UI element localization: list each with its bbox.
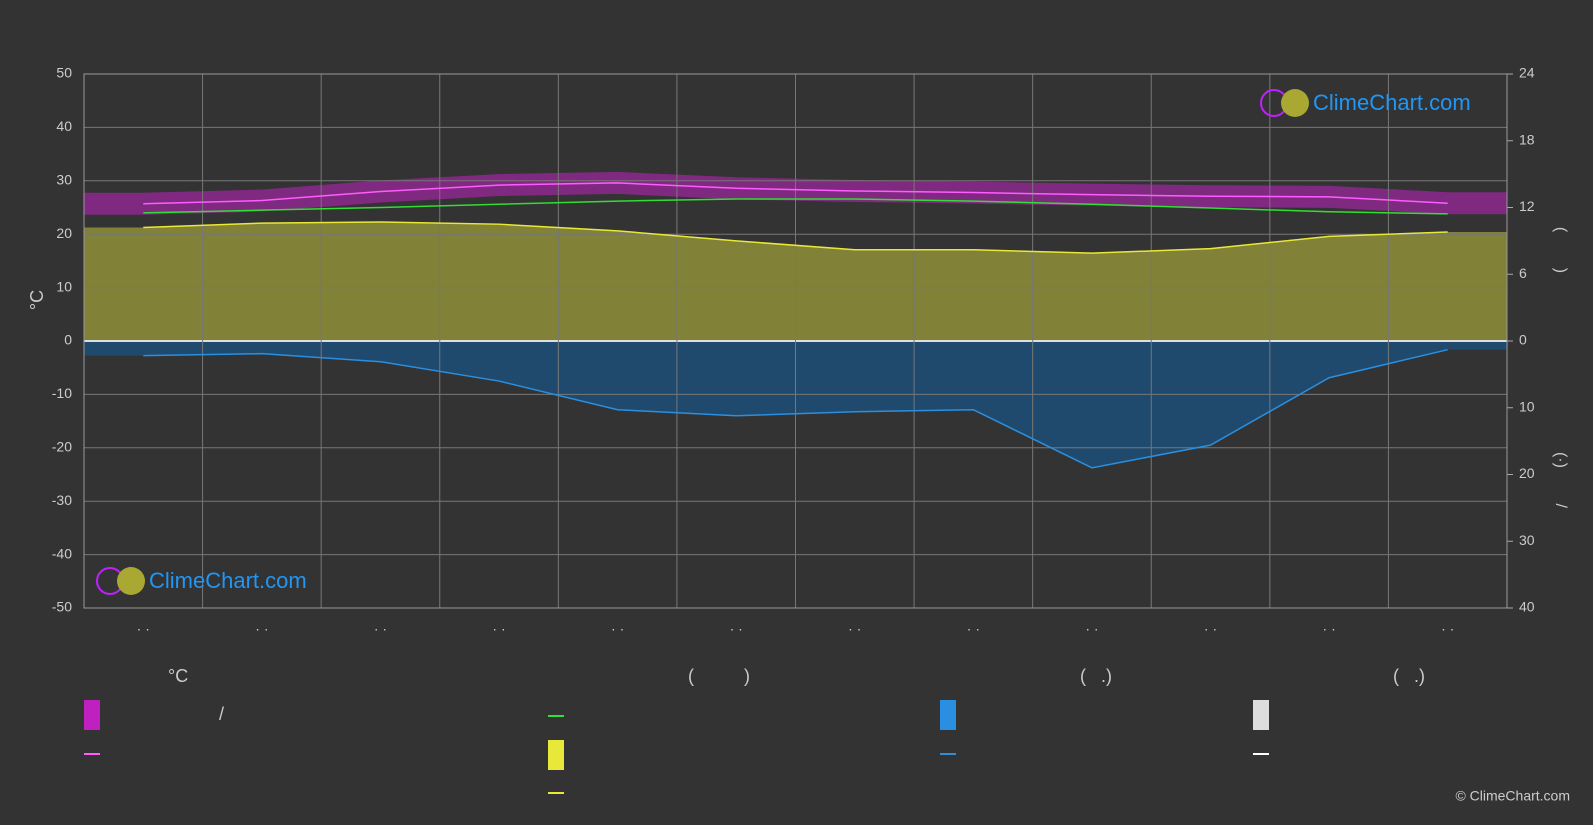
y-tick-label: 50	[56, 65, 72, 81]
line	[143, 198, 1448, 215]
logo-bottom: ClimeChart.com	[96, 567, 307, 595]
legend-swatch	[548, 740, 564, 770]
legend-swatch	[940, 700, 956, 730]
legend-header: ( )	[688, 666, 750, 686]
y-tick-label: -30	[52, 492, 72, 508]
x-tick-label: · ·	[730, 621, 743, 637]
y-tick-label: -10	[52, 385, 72, 401]
legend-header: ( .)	[1393, 666, 1425, 686]
y3-tick-label: 10	[1519, 398, 1535, 414]
y2-axis-label: ( )	[1552, 227, 1569, 273]
line	[143, 348, 1448, 469]
y-tick-label: -20	[52, 439, 72, 455]
y-tick-label: 10	[56, 278, 72, 294]
logo-sun	[117, 567, 145, 595]
y-tick-label: 30	[56, 172, 72, 188]
y-tick-label: 0	[64, 332, 72, 348]
logo-sun	[1281, 89, 1309, 117]
x-tick-label: · ·	[967, 621, 980, 637]
x-tick-label: · ·	[611, 621, 624, 637]
logo-text: ClimeChart.com	[1313, 90, 1471, 115]
legend-text: /	[219, 704, 224, 724]
y3-axis-label: (·) /	[1552, 452, 1569, 509]
legend-swatch	[84, 700, 100, 730]
logo-text: ClimeChart.com	[149, 568, 307, 593]
plot-frame	[83, 73, 1508, 609]
x-tick-label: · ·	[1204, 621, 1217, 637]
y2-tick-label: 12	[1519, 198, 1535, 214]
x-tick-label: · ·	[848, 621, 861, 637]
y-tick-label: -50	[52, 599, 72, 615]
y-tick-label: 20	[56, 225, 72, 241]
x-tick-label: · ·	[1085, 621, 1098, 637]
x-tick-label: · ·	[492, 621, 505, 637]
line	[143, 182, 1448, 205]
y2-tick-label: 6	[1519, 265, 1527, 281]
y2-tick-label: 18	[1519, 131, 1535, 147]
logo-top: ClimeChart.com	[1260, 89, 1471, 117]
legend-header: °C	[168, 666, 188, 686]
y2-tick-label: 0	[1519, 332, 1527, 348]
x-tick-label: · ·	[374, 621, 387, 637]
x-tick-label: · ·	[1323, 621, 1336, 637]
x-tick-label: · ·	[255, 621, 268, 637]
y3-tick-label: 30	[1519, 532, 1535, 548]
copyright: © ClimeChart.com	[1455, 788, 1570, 804]
line	[143, 221, 1448, 254]
x-tick-label: · ·	[137, 621, 150, 637]
y3-tick-label: 40	[1519, 599, 1535, 615]
legend-header: ( .)	[1080, 666, 1112, 686]
x-tick-label: · ·	[1441, 621, 1454, 637]
legend-swatch	[1253, 700, 1269, 730]
y-tick-label: 40	[56, 118, 72, 134]
y-axis-label: °C	[27, 290, 47, 310]
y3-tick-label: 20	[1519, 465, 1535, 481]
y2-tick-label: 24	[1519, 65, 1535, 81]
y-tick-label: -40	[52, 545, 72, 561]
